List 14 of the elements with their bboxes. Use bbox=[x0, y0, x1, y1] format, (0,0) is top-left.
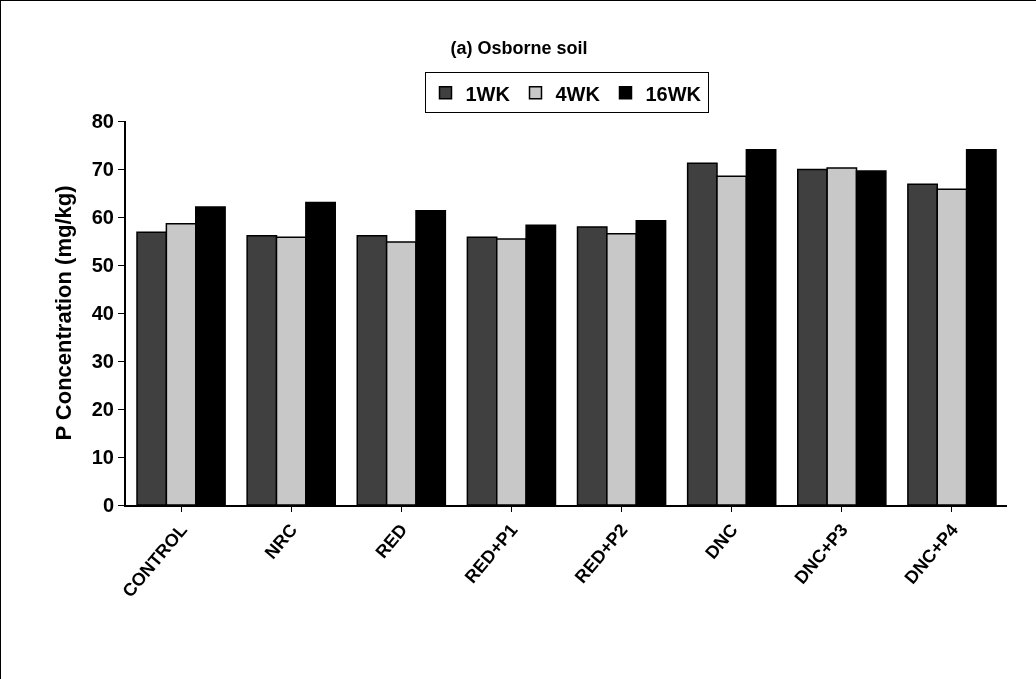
y-tick-label: 30 bbox=[91, 350, 114, 372]
y-tick-label: 10 bbox=[91, 446, 114, 468]
y-tick-label: 80 bbox=[91, 110, 114, 132]
y-axis-title: P Concentration (mg/kg) bbox=[51, 185, 76, 441]
y-tick-label: 60 bbox=[91, 206, 114, 228]
legend-label: 16WK bbox=[645, 82, 702, 105]
y-tick-label: 50 bbox=[91, 254, 114, 276]
y-tick-label: 20 bbox=[91, 398, 114, 420]
chart-title: (a) Osborne soil bbox=[450, 38, 588, 59]
y-tick-label: 40 bbox=[91, 302, 114, 324]
legend-label: 4WK bbox=[555, 82, 601, 105]
y-tick-label: 70 bbox=[91, 158, 114, 180]
y-tick-label: 0 bbox=[102, 494, 114, 516]
legend-label: 1WK bbox=[465, 82, 511, 105]
